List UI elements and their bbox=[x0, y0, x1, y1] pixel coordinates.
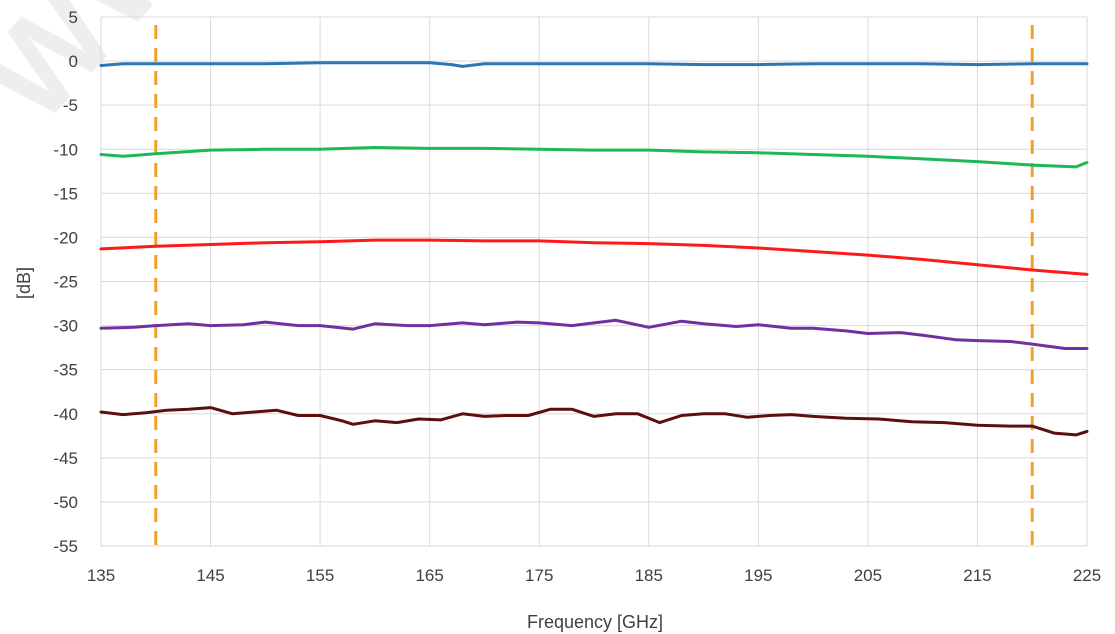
y-tick-label: -45 bbox=[53, 449, 78, 468]
y-tick-label: -15 bbox=[53, 184, 78, 203]
y-tick-label: -20 bbox=[53, 228, 78, 247]
series-line-4 bbox=[101, 320, 1087, 348]
x-tick-label: 215 bbox=[963, 566, 991, 585]
y-tick-label: 0 bbox=[69, 52, 78, 71]
y-tick-label: -5 bbox=[63, 96, 78, 115]
y-tick-label: -35 bbox=[53, 361, 78, 380]
series-line-2 bbox=[101, 148, 1087, 167]
y-tick-label: -55 bbox=[53, 537, 78, 556]
y-axis-title: [dB] bbox=[14, 267, 34, 299]
x-tick-label: 225 bbox=[1073, 566, 1101, 585]
x-tick-label: 175 bbox=[525, 566, 553, 585]
series-line-1 bbox=[101, 63, 1087, 67]
x-tick-label: 135 bbox=[87, 566, 115, 585]
x-tick-label: 185 bbox=[635, 566, 663, 585]
x-tick-label: 195 bbox=[744, 566, 772, 585]
x-axis-title: Frequency [GHz] bbox=[527, 612, 663, 632]
x-tick-label: 145 bbox=[196, 566, 224, 585]
series-line-3 bbox=[101, 240, 1087, 274]
x-tick-label: 165 bbox=[415, 566, 443, 585]
y-tick-label: -30 bbox=[53, 317, 78, 336]
watermark-text: WW bbox=[0, 0, 225, 149]
x-tick-label: 205 bbox=[854, 566, 882, 585]
y-tick-label: 5 bbox=[69, 8, 78, 27]
y-tick-label: -40 bbox=[53, 405, 78, 424]
y-tick-label: -50 bbox=[53, 493, 78, 512]
x-tick-label: 155 bbox=[306, 566, 334, 585]
series-line-5 bbox=[101, 408, 1087, 435]
y-tick-label: -10 bbox=[53, 140, 78, 159]
y-tick-label: -25 bbox=[53, 273, 78, 292]
